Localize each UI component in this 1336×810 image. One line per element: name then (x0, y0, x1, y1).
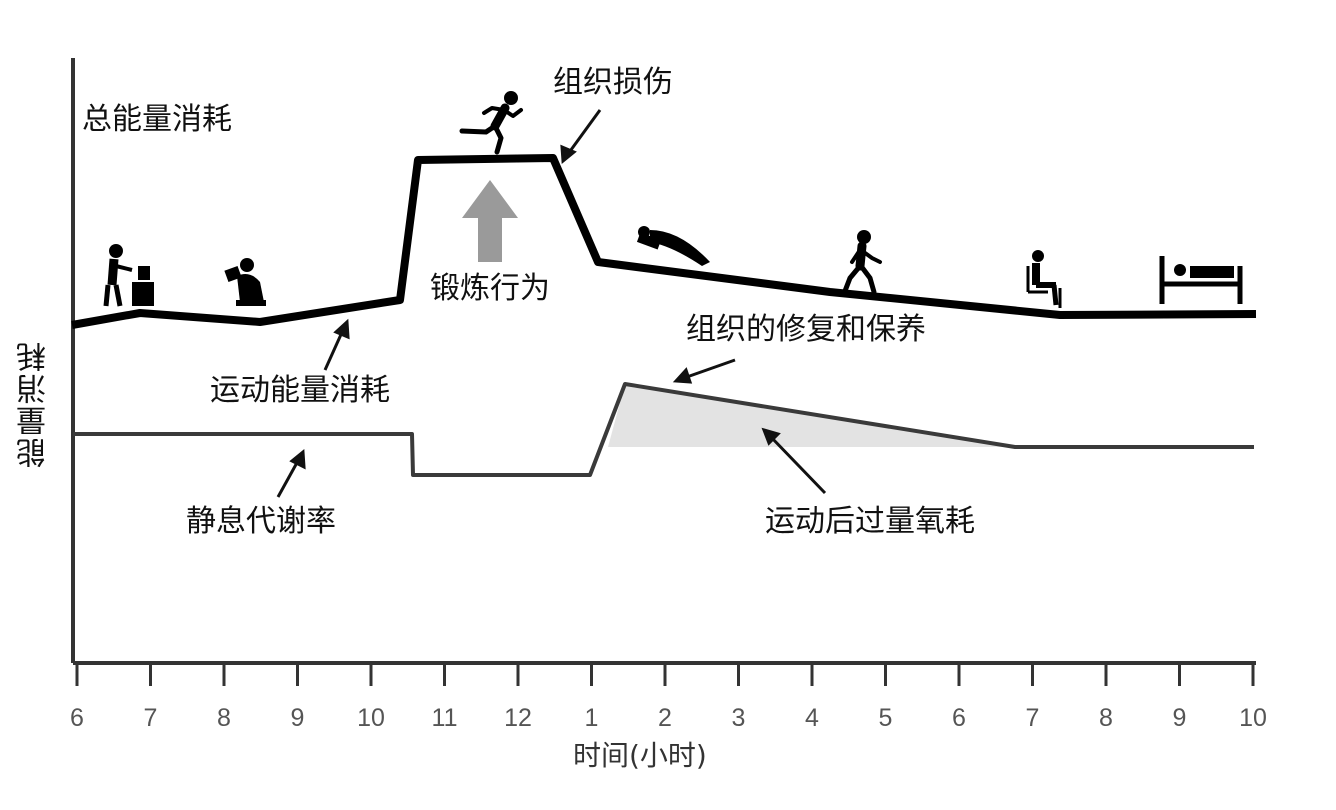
x-axis-ticks (75, 663, 1255, 686)
x-tick-label: 8 (217, 704, 231, 732)
x-tick-label: 11 (431, 704, 458, 732)
x-tick-label: 9 (1172, 704, 1187, 732)
person-in-bed-icon (1159, 256, 1243, 304)
x-tick-label: 7 (143, 704, 158, 732)
x-axis-label: 时间(小时) (573, 739, 707, 772)
x-tick-label: 6 (952, 704, 966, 732)
person-walking-icon (842, 230, 882, 295)
x-tick-label: 9 (290, 704, 305, 732)
exercise-arrow (462, 180, 518, 262)
x-tick-label: 10 (1239, 704, 1267, 732)
x-tick-label: 6 (70, 704, 84, 732)
x-tick-label: 3 (731, 704, 746, 732)
person-lying-icon (636, 226, 710, 266)
person-running-icon (459, 91, 523, 155)
x-tick-label: 4 (805, 704, 819, 732)
x-tick-label: 1 (584, 704, 599, 732)
person-cooking-icon (103, 244, 154, 307)
chart-title: 总能量消耗 (82, 102, 232, 137)
x-tick-label: 10 (357, 704, 385, 732)
annotation-arrows (276, 109, 827, 498)
x-tick-label: 12 (504, 704, 532, 732)
x-tick-label: 2 (658, 704, 672, 732)
annotation-epoc: 运动后过量氧耗 (765, 504, 975, 539)
total-energy-line (71, 154, 1257, 329)
person-reading-icon (224, 258, 266, 306)
annotation-tissue-damage: 组织损伤 (553, 65, 673, 100)
y-axis-label: 能量消耗 (17, 340, 52, 468)
annotation-repair: 组织的修复和保养 (686, 312, 926, 347)
x-tick-label: 5 (878, 704, 893, 732)
annotation-exercise: 锻炼行为 (430, 271, 550, 306)
x-tick-label: 7 (1025, 704, 1040, 732)
x-tick-label: 8 (1099, 704, 1113, 732)
annotation-activity-energy: 运动能量消耗 (210, 373, 390, 408)
resting-rate-line (73, 382, 1254, 477)
annotation-resting-rate: 静息代谢率 (186, 504, 336, 539)
person-sitting-icon (1026, 250, 1062, 308)
